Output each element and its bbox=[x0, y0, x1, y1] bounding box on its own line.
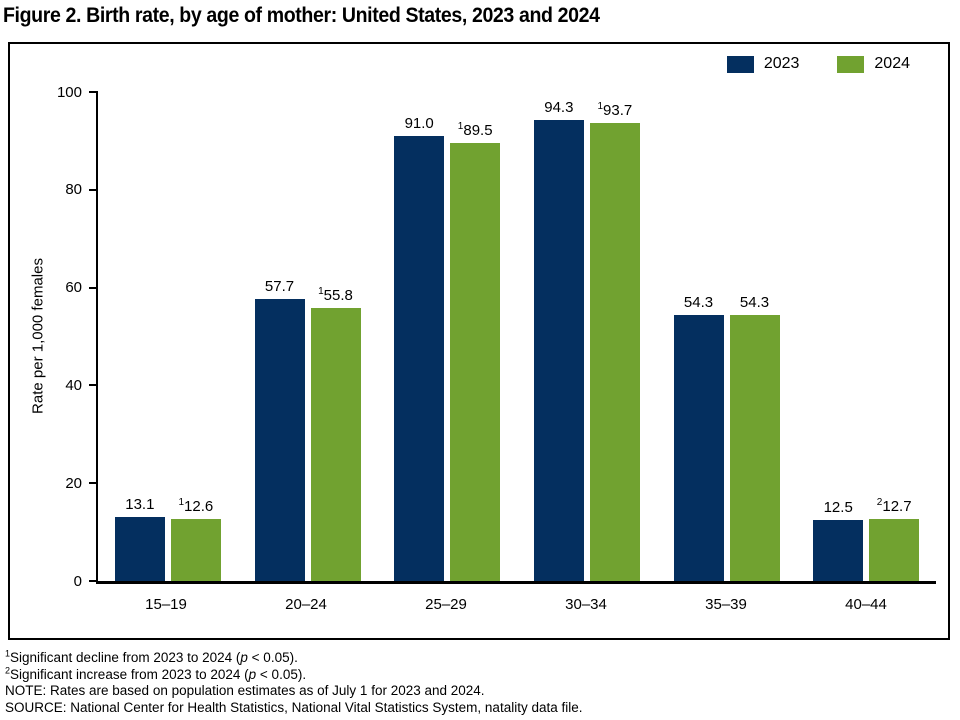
legend-item-2024: 2024 bbox=[837, 55, 910, 73]
x-label-25–29: 25–29 bbox=[425, 596, 467, 613]
significance-marker: 1 bbox=[597, 100, 604, 112]
value-label-2024-25–29: 189.5 bbox=[457, 121, 493, 140]
y-tick-mark bbox=[89, 482, 98, 485]
footnote-2: 2Significant increase from 2023 to 2024 … bbox=[5, 665, 307, 682]
y-tick-80: 80 bbox=[65, 181, 98, 199]
bar-2023-40–44: 12.5 bbox=[813, 499, 864, 581]
legend: 2023 2024 bbox=[726, 55, 910, 73]
y-tick-mark bbox=[89, 286, 98, 289]
y-tick-label-20: 20 bbox=[65, 474, 82, 492]
significance-marker: 1 bbox=[457, 121, 464, 133]
figure-title: Figure 2. Birth rate, by age of mother: … bbox=[3, 4, 600, 27]
y-tick-mark bbox=[89, 580, 98, 582]
value-label-2024-15–19: 112.6 bbox=[178, 497, 214, 516]
y-tick-label-100: 100 bbox=[56, 83, 82, 101]
bar-group-25–29: 91.0 189.5 bbox=[377, 92, 517, 581]
x-axis-labels: 15–19 20–24 25–29 30–34 35–39 40–44 bbox=[96, 596, 936, 613]
y-tick-100: 100 bbox=[57, 83, 98, 101]
y-tick-label-80: 80 bbox=[65, 181, 82, 199]
bar-2024-15–19: 112.6 bbox=[170, 498, 221, 581]
y-tick-label-0: 0 bbox=[73, 572, 82, 590]
bar-2024-20–24: 155.8 bbox=[310, 287, 361, 581]
x-label-15–19: 15–19 bbox=[145, 596, 187, 613]
plot-area: 13.1 112.6 57.7 155.8 91.0 189.5 94.3 193.7 54.3… bbox=[57, 84, 936, 590]
value-label-2023-15–19: 13.1 bbox=[125, 495, 155, 513]
legend-item-2023: 2023 bbox=[726, 55, 800, 73]
bar-2023-30–34: 94.3 bbox=[533, 99, 584, 581]
bar-2023-35–39: 54.3 bbox=[673, 294, 724, 581]
y-tick-mark bbox=[89, 384, 98, 387]
bar-group-40–44: 12.5 212.7 bbox=[796, 92, 936, 581]
footnote-4: SOURCE: National Center for Health Stati… bbox=[5, 699, 583, 715]
bar-2023-20–24: 57.7 bbox=[254, 278, 305, 581]
bar-group-15–19: 13.1 112.6 bbox=[98, 92, 238, 581]
significance-marker: 1 bbox=[318, 286, 324, 298]
value-label-2024-40–44: 212.7 bbox=[876, 496, 912, 515]
value-label-2023-30–34: 94.3 bbox=[544, 98, 574, 116]
x-label-30–34: 30–34 bbox=[565, 596, 607, 613]
bars-area: 13.1 112.6 57.7 155.8 91.0 189.5 94.3 193.7 54.3… bbox=[98, 92, 936, 581]
y-tick-mark bbox=[89, 91, 98, 93]
bar-2024-30–34: 193.7 bbox=[589, 101, 640, 581]
y-tick-mark bbox=[89, 188, 98, 191]
chart-frame: 2023 2024 Rate per 1,000 females 13.1 112.… bbox=[8, 42, 950, 640]
y-tick-label-60: 60 bbox=[65, 279, 82, 297]
value-label-2023-35–39: 54.3 bbox=[683, 294, 714, 312]
legend-label-2024: 2024 bbox=[874, 55, 910, 72]
legend-swatch-2024 bbox=[837, 55, 865, 73]
bar-group-20–24: 57.7 155.8 bbox=[238, 92, 378, 581]
value-label-2024-30–34: 193.7 bbox=[597, 100, 633, 119]
significance-marker: 1 bbox=[178, 497, 185, 509]
bar-2023-15–19: 13.1 bbox=[114, 496, 165, 581]
footnote-1: 1Significant decline from 2023 to 2024 (… bbox=[5, 648, 298, 665]
footnotes: 1Significant decline from 2023 to 2024 (… bbox=[5, 648, 583, 716]
bar-2024-40–44: 212.7 bbox=[869, 497, 920, 581]
y-axis-title: Rate per 1,000 females bbox=[29, 258, 47, 414]
significance-marker: 2 bbox=[876, 496, 883, 508]
footnote-3: NOTE: Rates are based on population esti… bbox=[5, 683, 485, 698]
y-tick-60: 60 bbox=[65, 279, 98, 297]
bar-2024-25–29: 189.5 bbox=[450, 122, 501, 581]
bar-group-35–39: 54.3 54.3 bbox=[657, 92, 797, 581]
y-tick-40: 40 bbox=[65, 376, 98, 394]
bar-2023-25–29: 91.0 bbox=[394, 115, 445, 581]
x-label-40–44: 40–44 bbox=[845, 596, 887, 613]
x-label-20–24: 20–24 bbox=[285, 596, 327, 613]
legend-label-2023: 2023 bbox=[763, 55, 800, 72]
bar-group-30–34: 94.3 193.7 bbox=[517, 92, 657, 581]
y-tick-20: 20 bbox=[65, 474, 98, 492]
value-label-2023-40–44: 12.5 bbox=[823, 498, 853, 516]
legend-swatch-2023 bbox=[726, 55, 754, 73]
value-label-2024-20–24: 155.8 bbox=[318, 286, 353, 305]
x-label-35–39: 35–39 bbox=[705, 596, 747, 613]
value-label-2023-25–29: 91.0 bbox=[404, 115, 434, 133]
value-label-2023-20–24: 57.7 bbox=[264, 277, 295, 295]
value-label-2024-35–39: 54.3 bbox=[739, 294, 770, 312]
bar-2024-35–39: 54.3 bbox=[729, 294, 780, 581]
y-tick-label-40: 40 bbox=[65, 376, 82, 394]
y-tick-0: 0 bbox=[74, 572, 98, 590]
